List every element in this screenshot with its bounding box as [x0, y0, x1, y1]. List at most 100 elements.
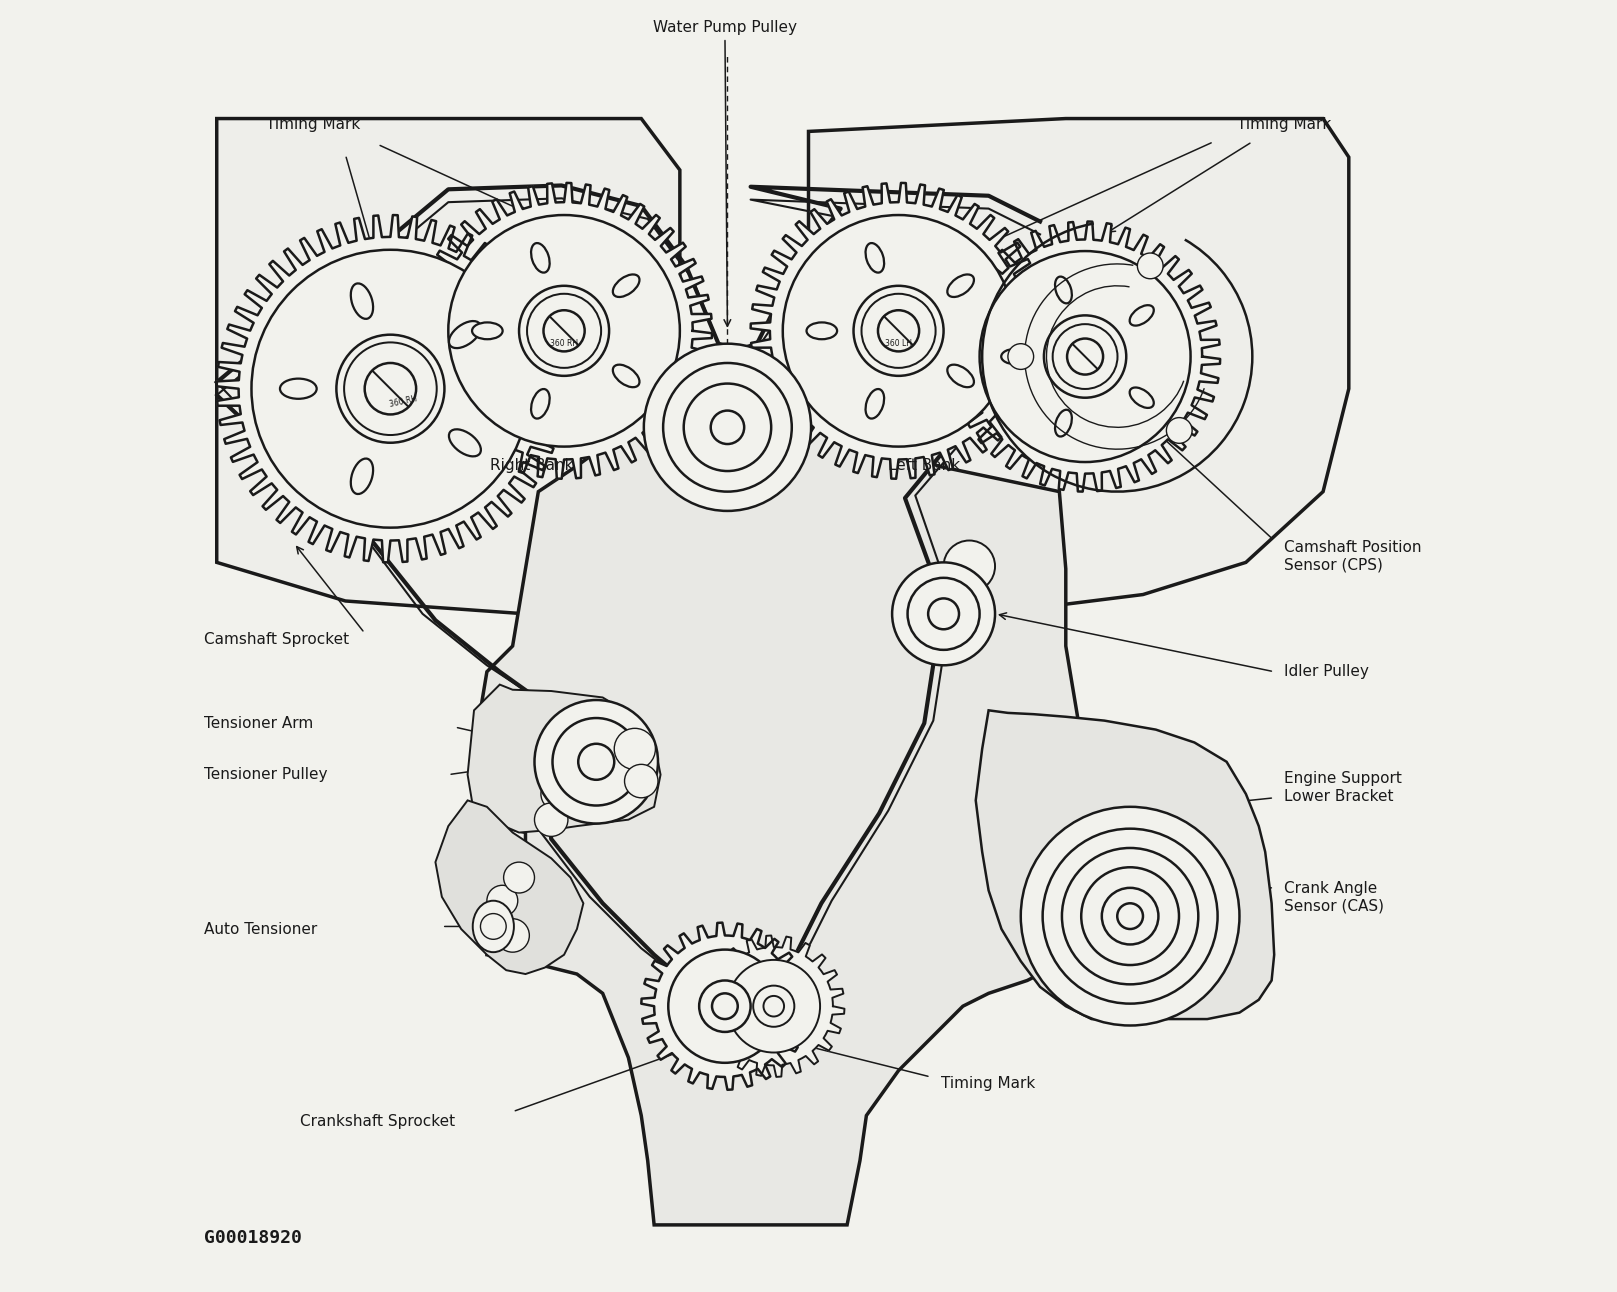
Ellipse shape: [1054, 410, 1072, 437]
Circle shape: [711, 994, 737, 1019]
Ellipse shape: [351, 459, 374, 494]
Ellipse shape: [530, 389, 550, 419]
Circle shape: [543, 310, 585, 351]
Ellipse shape: [450, 429, 480, 456]
Ellipse shape: [613, 274, 639, 297]
Circle shape: [527, 293, 602, 368]
Circle shape: [1101, 888, 1158, 944]
Circle shape: [579, 744, 614, 780]
Polygon shape: [467, 685, 661, 832]
Circle shape: [535, 802, 568, 836]
Circle shape: [980, 251, 1190, 463]
Circle shape: [553, 718, 640, 805]
Text: 360 RH: 360 RH: [550, 340, 579, 348]
Text: Camshaft Position
Sensor (CPS): Camshaft Position Sensor (CPS): [1284, 540, 1421, 572]
Ellipse shape: [948, 364, 973, 388]
Text: 360 LH: 360 LH: [884, 340, 912, 348]
Circle shape: [614, 729, 655, 770]
Circle shape: [480, 913, 506, 939]
Ellipse shape: [351, 283, 374, 319]
Text: Water Pump Pulley: Water Pump Pulley: [653, 19, 797, 327]
Ellipse shape: [865, 243, 884, 273]
Text: Left Bank: Left Bank: [888, 459, 960, 473]
Polygon shape: [435, 800, 584, 974]
Circle shape: [944, 540, 994, 592]
Ellipse shape: [1130, 388, 1155, 408]
Circle shape: [783, 214, 1014, 447]
Ellipse shape: [472, 323, 503, 340]
Ellipse shape: [807, 323, 838, 340]
Circle shape: [763, 996, 784, 1017]
Circle shape: [503, 862, 535, 893]
Circle shape: [252, 249, 529, 527]
Polygon shape: [217, 119, 679, 614]
Text: Right Bank: Right Bank: [490, 459, 574, 473]
Text: Timing Mark: Timing Mark: [267, 118, 361, 133]
Ellipse shape: [613, 364, 639, 388]
Polygon shape: [642, 922, 808, 1089]
Circle shape: [907, 578, 980, 650]
Ellipse shape: [530, 243, 550, 273]
Polygon shape: [416, 183, 711, 479]
Ellipse shape: [1001, 349, 1028, 364]
Circle shape: [711, 411, 744, 444]
Circle shape: [624, 765, 658, 797]
Circle shape: [928, 598, 959, 629]
Text: Crankshaft Sprocket: Crankshaft Sprocket: [301, 1115, 454, 1129]
Circle shape: [448, 214, 679, 447]
Circle shape: [854, 286, 944, 376]
Text: Engine Support
Lower Bracket: Engine Support Lower Bracket: [1284, 771, 1402, 804]
Circle shape: [684, 384, 771, 472]
Circle shape: [519, 286, 610, 376]
Text: Tensioner Pulley: Tensioner Pulley: [204, 767, 327, 782]
Circle shape: [1062, 848, 1198, 985]
Polygon shape: [951, 221, 1221, 491]
Ellipse shape: [865, 389, 884, 419]
Circle shape: [365, 363, 416, 415]
Text: Tensioner Arm: Tensioner Arm: [204, 716, 314, 731]
Polygon shape: [750, 183, 1046, 479]
Circle shape: [1043, 828, 1218, 1004]
Circle shape: [663, 363, 792, 492]
Circle shape: [1007, 344, 1033, 370]
Circle shape: [496, 919, 529, 952]
Circle shape: [644, 344, 812, 510]
Text: Auto Tensioner: Auto Tensioner: [204, 921, 317, 937]
Circle shape: [1082, 867, 1179, 965]
Circle shape: [728, 960, 820, 1053]
Polygon shape: [474, 389, 1079, 1225]
Circle shape: [1020, 806, 1240, 1026]
Text: G00018920: G00018920: [204, 1229, 302, 1247]
Circle shape: [668, 950, 781, 1063]
Ellipse shape: [1054, 276, 1072, 304]
Polygon shape: [808, 119, 1349, 614]
Circle shape: [1053, 324, 1117, 389]
Circle shape: [1067, 339, 1103, 375]
Ellipse shape: [1130, 305, 1155, 326]
Text: Timing Mark: Timing Mark: [1237, 118, 1332, 133]
Text: Idler Pulley: Idler Pulley: [1284, 664, 1370, 680]
Circle shape: [1137, 253, 1163, 279]
Ellipse shape: [450, 320, 480, 348]
Circle shape: [893, 562, 994, 665]
Text: Camshaft Sprocket: Camshaft Sprocket: [204, 632, 349, 647]
Ellipse shape: [948, 274, 973, 297]
Ellipse shape: [472, 901, 514, 952]
Circle shape: [754, 986, 794, 1027]
Circle shape: [699, 981, 750, 1032]
Polygon shape: [703, 935, 844, 1078]
Circle shape: [336, 335, 445, 443]
Circle shape: [1166, 417, 1192, 443]
Polygon shape: [975, 711, 1274, 1019]
Circle shape: [1045, 315, 1127, 398]
Text: Crank Angle
Sensor (CAS): Crank Angle Sensor (CAS): [1284, 881, 1384, 913]
Ellipse shape: [280, 379, 317, 399]
Circle shape: [878, 310, 918, 351]
Text: Timing Mark: Timing Mark: [941, 1076, 1036, 1090]
Text: 360 RH: 360 RH: [388, 394, 417, 408]
Polygon shape: [217, 214, 564, 562]
Circle shape: [862, 293, 936, 368]
Circle shape: [535, 700, 658, 823]
Circle shape: [487, 885, 517, 916]
Circle shape: [1117, 903, 1143, 929]
